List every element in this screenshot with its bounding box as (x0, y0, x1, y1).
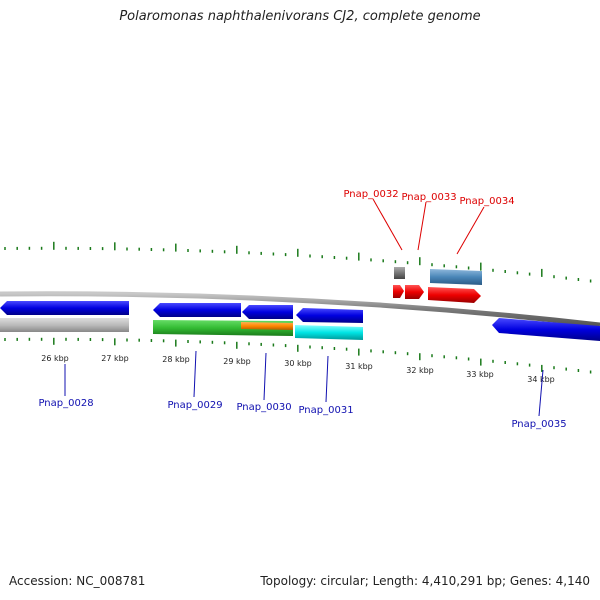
gene-label-pnap-0034[interactable]: Pnap_0034 (459, 196, 514, 207)
gene-arrow-pnap-0035[interactable] (492, 318, 600, 341)
kbp-label-34: 34 kbp (527, 375, 555, 384)
gene-bar-pnap-0028[interactable] (0, 318, 129, 332)
leader-line-pnap-0030 (263, 352, 267, 401)
leader-line-pnap-0035 (538, 369, 544, 417)
topology-text: Topology: circular; Length: 4,410,291 bp… (260, 574, 590, 588)
leader-line-pnap-0034 (456, 206, 485, 255)
gene-arrow-pnap-0033a[interactable] (393, 285, 404, 298)
kbp-label-26: 26 kbp (41, 354, 69, 363)
gene-label-pnap-0029[interactable]: Pnap_0029 (167, 400, 222, 411)
kbp-label-31: 31 kbp (345, 362, 373, 371)
leader-line-pnap-0032 (372, 198, 403, 251)
genome-title: Polaromonas naphthalenivorans CJ2, compl… (119, 9, 481, 24)
kbp-label-28: 28 kbp (162, 355, 190, 364)
gene-arrow-pnap-0033b[interactable] (405, 285, 424, 299)
gene-arrow-pnap-0031[interactable] (296, 308, 363, 323)
gene-label-pnap-0028[interactable]: Pnap_0028 (38, 398, 93, 409)
gene-label-pnap-0035[interactable]: Pnap_0035 (511, 419, 566, 430)
kbp-label-27: 27 kbp (101, 354, 129, 363)
gene-arrow-pnap-0028[interactable] (0, 301, 129, 315)
kbp-label-30: 30 kbp (284, 359, 312, 368)
gene-bar-pnap-0034[interactable] (430, 269, 482, 285)
gene-bar-pnap-0031[interactable] (295, 325, 363, 340)
leader-line-pnap-0031 (325, 355, 329, 403)
gene-bar-pnap-0030[interactable] (241, 322, 293, 330)
tick-marks-lower (4, 337, 592, 374)
leader-line-pnap-0033 (417, 201, 427, 251)
genome-backbone (0, 291, 600, 328)
kbp-label-33: 33 kbp (466, 370, 494, 379)
gene-arrow-pnap-0030[interactable] (242, 305, 293, 319)
gene-label-pnap-0031[interactable]: Pnap_0031 (298, 405, 353, 416)
gene-arrow-pnap-0029[interactable] (153, 303, 241, 317)
accession-text: Accession: NC_008781 (9, 574, 146, 588)
gene-arrow-pnap-0032[interactable] (394, 267, 405, 279)
kbp-label-32: 32 kbp (406, 366, 434, 375)
kbp-label-29: 29 kbp (223, 357, 251, 366)
gene-label-pnap-0030[interactable]: Pnap_0030 (236, 402, 291, 413)
leader-line-pnap-0029 (193, 350, 197, 398)
gene-arrow-pnap-0034[interactable] (428, 287, 481, 303)
tick-marks-upper (4, 241, 592, 283)
gene-label-pnap-0033[interactable]: Pnap_0033 (401, 192, 456, 203)
gene-label-pnap-0032[interactable]: Pnap_0032 (343, 189, 398, 200)
